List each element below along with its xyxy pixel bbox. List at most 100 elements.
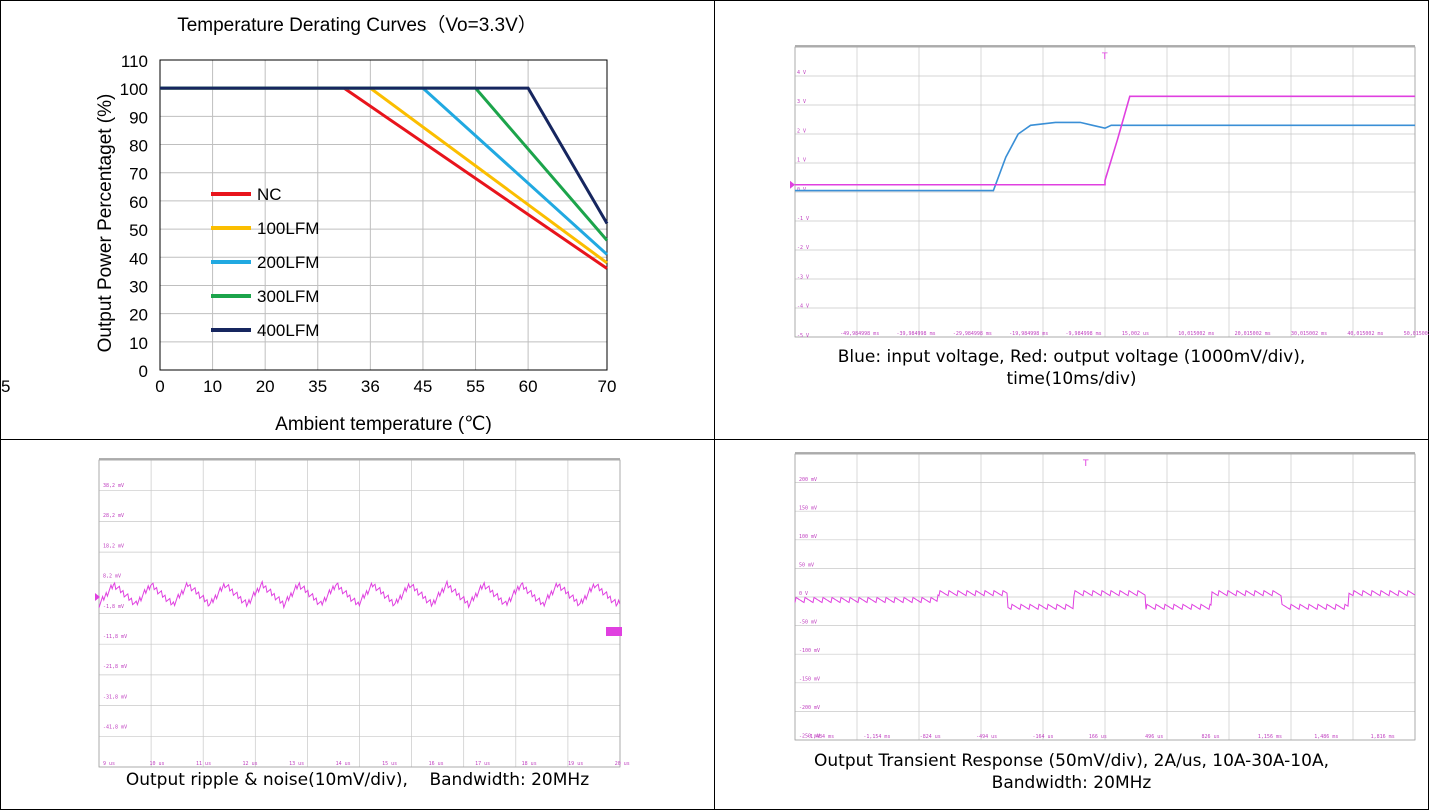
legend-label: 100LFM — [257, 219, 319, 238]
x-tick-label: 20 us — [615, 761, 630, 767]
ground-marker — [790, 180, 795, 189]
x-tick-label: 17 us — [475, 761, 490, 767]
startup-scope: 4 V3 V2 V1 V0 V-1 V-2 V-3 V-4 V-5 V -49,9… — [790, 45, 1429, 339]
x-tick-label: 60 — [519, 377, 538, 396]
startup-caption-line1: Blue: input voltage, Red: output voltage… — [837, 347, 1306, 367]
x-tick-label: 496 us — [1145, 734, 1163, 740]
y-tick-label: -2 V — [797, 245, 809, 251]
y-tick-label: 100 — [120, 80, 148, 99]
derating-panel: Temperature Derating Curves（Vo=3.3V） 0 10 2… — [0, 1, 714, 439]
y-tick-label: -50 mV — [799, 620, 817, 626]
x-tick-label: -494 us — [976, 734, 997, 740]
y-tick-label: 10 — [129, 334, 148, 353]
y-tick-label: 150 mV — [799, 506, 817, 512]
x-tick-label: 12 us — [243, 761, 258, 767]
y-tick-label: -200 mV — [799, 705, 820, 711]
scope-frame — [98, 459, 621, 768]
ground-marker — [95, 593, 100, 601]
x-tick-label: 166 us — [1089, 734, 1107, 740]
x-tick-label: 14 us — [336, 761, 351, 767]
x-tick-label: 55 — [466, 377, 485, 396]
x-tick-label: 85 — [0, 377, 10, 396]
y-tick-label: -150 mV — [799, 677, 820, 683]
y-tick-label: 50 mV — [799, 563, 814, 569]
y-tick-label: 50 — [129, 221, 148, 240]
y-tick-label: 40 — [129, 249, 148, 268]
x-tick-label: 15,002 us — [1122, 331, 1149, 337]
y-tick-label: -3 V — [797, 274, 809, 280]
x-tick-label: -19,984998 ms — [1009, 331, 1048, 337]
trigger-level-marker — [606, 627, 622, 636]
y-tick-label: 3 V — [797, 99, 806, 105]
y-tick-label: 0 V — [799, 591, 808, 597]
y-tick-label: 70 — [129, 165, 148, 184]
x-tick-label: 40,015002 ms — [1347, 331, 1383, 337]
x-tick-label: 30,015002 ms — [1291, 331, 1327, 337]
series-line-nc — [160, 86, 608, 270]
plot-frame — [159, 59, 608, 371]
x-tick-label: -1,484 ms — [807, 734, 834, 740]
x-tick-label: 70 — [598, 377, 617, 396]
y-tick-label: 110 — [121, 52, 148, 71]
y-tick-label: 100 mV — [799, 534, 817, 540]
y-tick-label: 80 — [129, 137, 148, 156]
y-tick-label: 30 — [129, 277, 148, 296]
x-tick-label: 1,156 ms — [1258, 734, 1282, 740]
x-tick-label: -824 us — [920, 734, 941, 740]
x-tick-label: 16 us — [429, 761, 444, 767]
x-tick-label: 10 us — [150, 761, 165, 767]
x-tick-label: 10,015002 ms — [1178, 331, 1214, 337]
series-line-400lfm — [160, 86, 609, 225]
x-tick-label: -29,984998 ms — [953, 331, 992, 337]
y-tick-label: -100 mV — [799, 648, 820, 654]
y-tick-label: -21,8 mV — [103, 664, 127, 670]
transient-trace — [794, 589, 1416, 611]
y-tick-label: 8,2 mV — [103, 574, 121, 580]
ripple-caption: Output ripple & noise(10mV/div), Bandwid… — [125, 770, 590, 790]
x-tick-label: 19 us — [568, 761, 583, 767]
x-tick-label: 13 us — [289, 761, 304, 767]
startup-caption-line2: time(10ms/div) — [1006, 369, 1137, 389]
y-tick-label: -1,8 mV — [103, 604, 124, 610]
y-tick-label: 60 — [129, 193, 148, 212]
x-tick-label: -9,984998 ms — [1066, 331, 1102, 337]
y-tick-label: -11,8 mV — [103, 634, 127, 640]
y-axis-label: Output Power Percentaget (%) — [95, 94, 116, 353]
x-tick-label: 20,015002 ms — [1235, 331, 1271, 337]
x-axis-label: Ambient temperature (℃) — [275, 414, 492, 435]
x-tick-label: -1,154 ms — [863, 734, 890, 740]
y-tick-label: -41,8 mV — [103, 725, 127, 731]
x-tick-label: 10 — [203, 377, 222, 396]
startup-caption: Blue: input voltage, Red: output voltage… — [715, 346, 1428, 390]
y-tick-label: 4 V — [797, 70, 806, 76]
y-tick-label: 200 mV — [799, 477, 817, 483]
y-tick-label: 38,2 mV — [103, 483, 124, 489]
scope-frame — [794, 453, 1416, 741]
transient-caption-line2: Bandwidth: 20MHz — [991, 773, 1152, 793]
x-tick-label: 18 us — [522, 761, 537, 767]
y-tick-label: -1 V — [797, 216, 809, 222]
trigger-marker: T — [1101, 52, 1108, 62]
ripple-trace — [98, 579, 621, 610]
y-tick-label: -250 mV — [799, 734, 820, 740]
y-tick-label: 20 — [129, 306, 148, 325]
x-tick-label: 0 — [155, 377, 164, 396]
y-tick-label: -4 V — [797, 304, 809, 310]
y-tick-label: 18,2 mV — [103, 543, 124, 549]
border-left — [0, 0, 1, 810]
legend-label: 300LFM — [257, 287, 319, 306]
trigger-marker: T — [1082, 459, 1089, 469]
transient-scope: 200 mV 150 mV 100 mV 50 mV 0 V -50 mV -100 mV -… — [794, 452, 1416, 741]
y-tick-label: 90 — [129, 108, 148, 127]
input-voltage-trace — [795, 121, 1415, 192]
ripple-scope: 38,2 mV 28,2 mV 18,2 mV 8,2 mV -1,8 mV -11,8 … — [95, 458, 630, 768]
x-tick-label: 9 us — [103, 761, 115, 767]
ripple-panel: 38,2 mV 28,2 mV 18,2 mV 8,2 mV -1,8 mV -11,8 … — [1, 440, 714, 809]
legend-label: 200LFM — [257, 253, 319, 272]
x-tick-label: 1,486 ms — [1314, 734, 1338, 740]
y-tick-label: 28,2 mV — [103, 513, 124, 519]
x-tick-label: 11 us — [196, 761, 211, 767]
x-tick-label: -39,984998 ms — [896, 331, 935, 337]
x-tick-label: 50,015002 ms — [1404, 331, 1429, 337]
x-tick-label: 826 us — [1202, 734, 1220, 740]
